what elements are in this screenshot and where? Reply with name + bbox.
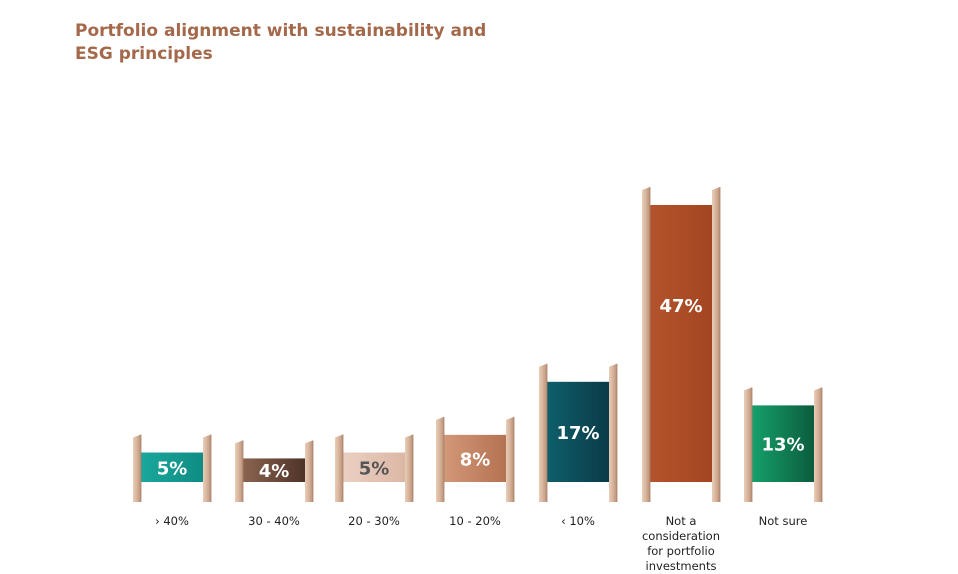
bar: [343, 452, 405, 482]
bar-group: 17% ‹ 10%: [539, 363, 618, 528]
bar-group: 8% 10 - 20%: [436, 416, 515, 528]
bar-group: 5% › 40%: [133, 434, 212, 528]
category-label: ‹ 10%: [561, 514, 595, 528]
bar: [547, 381, 609, 482]
bar-group: 13% Not sure: [744, 387, 823, 528]
chart-title-line-2: ESG principles: [75, 44, 213, 64]
bar: [444, 434, 506, 482]
category-label: 20 - 30%: [348, 514, 400, 528]
bar-post-right: [712, 187, 720, 502]
bar-post-right: [405, 434, 413, 502]
chart-title: Portfolio alignment with sustainability …: [75, 20, 495, 66]
category-label: 10 - 20%: [449, 514, 501, 528]
bar-group: 4% 30 - 40%: [235, 440, 314, 528]
bar-post-left: [335, 434, 343, 502]
bar: [243, 458, 305, 482]
bar: [650, 205, 712, 482]
bar-post-right: [506, 416, 514, 502]
category-label: for portfolio: [647, 544, 715, 558]
category-label: Not a: [666, 514, 697, 528]
value-label: 5%: [157, 458, 188, 479]
value-label: 17%: [556, 423, 599, 444]
value-label: 8%: [460, 449, 491, 470]
bar-post-left: [133, 434, 141, 502]
category-label: 30 - 40%: [248, 514, 300, 528]
bar-post-right: [305, 440, 313, 502]
bar-post-left: [642, 187, 650, 502]
bar: [752, 405, 814, 482]
category-label: Not sure: [759, 514, 808, 528]
value-label: 4%: [259, 461, 290, 482]
category-label: consideration: [642, 529, 720, 543]
bar: [141, 452, 203, 482]
bar-post-right: [814, 387, 822, 502]
bar-post-left: [235, 440, 243, 502]
value-label: 5%: [359, 458, 390, 479]
value-label: 13%: [761, 435, 804, 456]
chart-title-line-1: Portfolio alignment with sustainability …: [75, 21, 487, 41]
bar-group: 5% 20 - 30%: [335, 434, 414, 528]
bar-post-left: [744, 387, 752, 502]
category-label: investments: [646, 559, 717, 573]
bar-post-right: [203, 434, 211, 502]
bar-post-right: [609, 363, 617, 502]
value-label: 47%: [659, 296, 702, 317]
category-label: › 40%: [155, 514, 189, 528]
bar-post-left: [436, 416, 444, 502]
bar-post-left: [539, 363, 547, 502]
